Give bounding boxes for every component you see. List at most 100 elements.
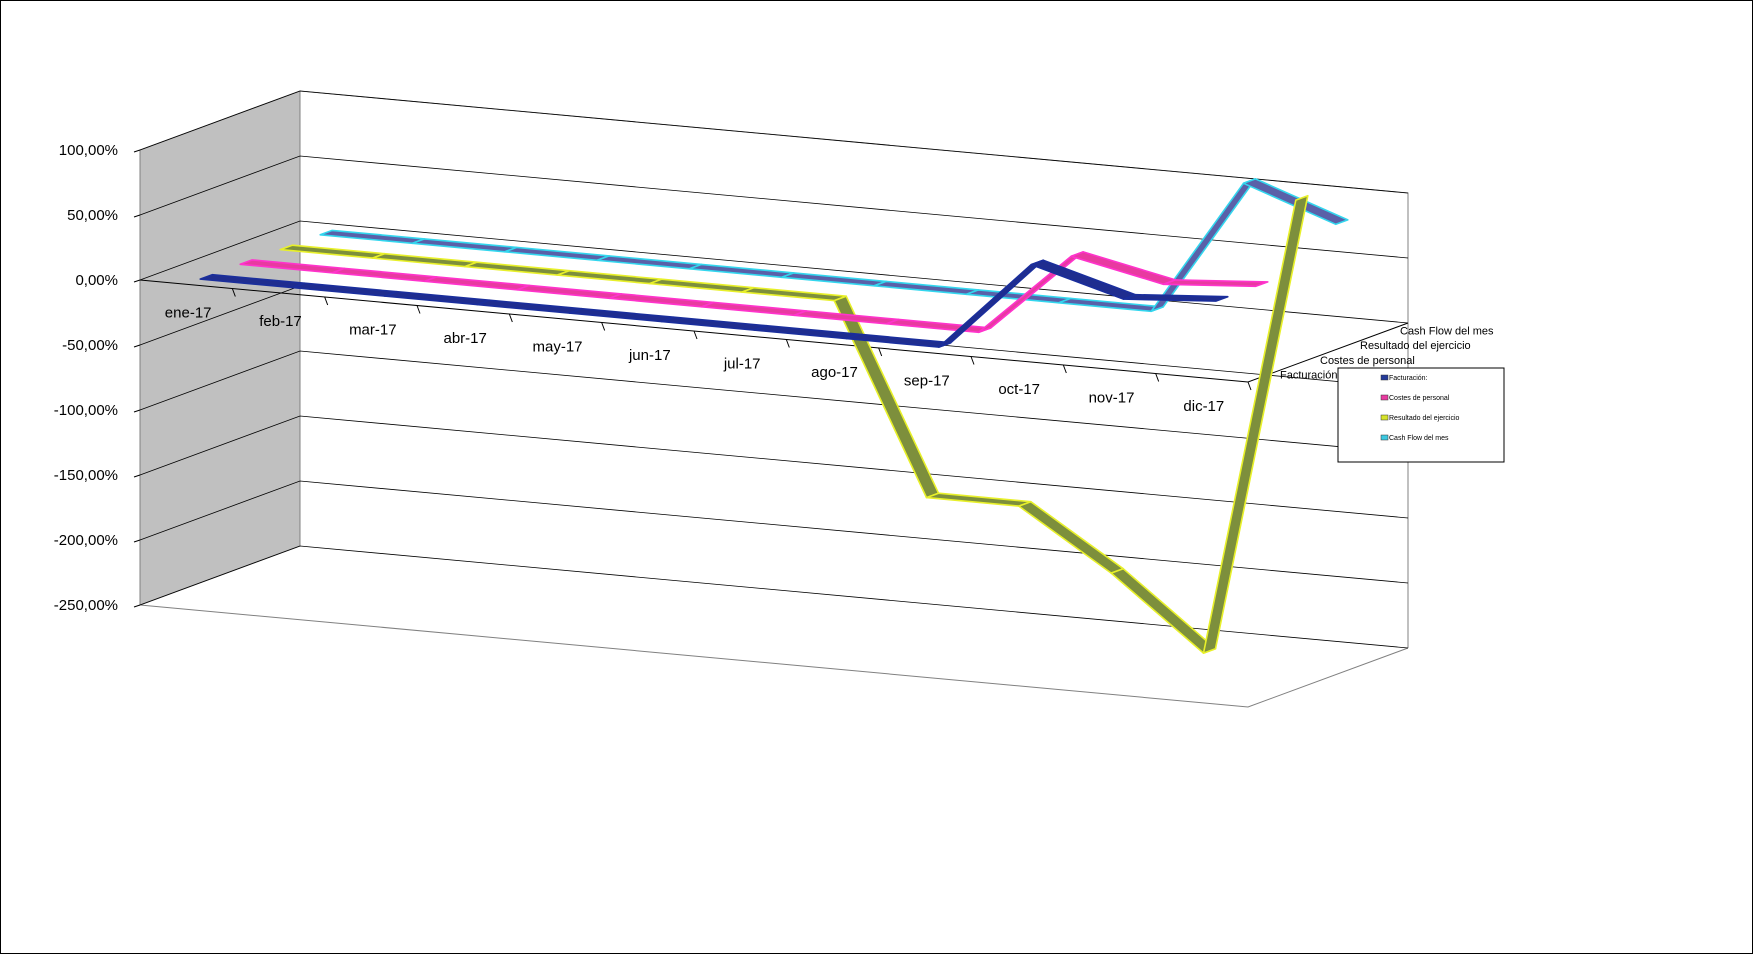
- depth-tick-label: Resultado del ejercicio: [1360, 340, 1471, 352]
- depth-tick-label: Facturación:: [1280, 370, 1341, 382]
- series-ribbon: [279, 194, 1309, 654]
- legend: Facturación: Costes de personal Resultado …: [1337, 367, 1505, 463]
- x-tick-label: ene-17: [165, 304, 212, 321]
- y-tick-label: -250,00%: [54, 597, 118, 614]
- x-tick-label: sep-17: [904, 372, 950, 389]
- ribbon-segment: [660, 316, 768, 331]
- ribbon-segment: [873, 280, 980, 296]
- y-tick-label: 50,00%: [67, 207, 118, 224]
- depth-tick-label: Costes de personal: [1320, 355, 1415, 367]
- legend-swatch: [1380, 414, 1389, 421]
- x-tick-mark: [231, 288, 236, 297]
- y-tick-label: -50,00%: [62, 337, 118, 354]
- x-tick-label: ago-17: [811, 364, 858, 381]
- x-tick-mark: [416, 305, 421, 314]
- legend-box: [1337, 367, 1505, 463]
- gridline: [139, 155, 1409, 259]
- y-tick-label: 100,00%: [59, 142, 118, 159]
- ribbon-segment: [740, 286, 848, 302]
- gridline: [139, 350, 1409, 454]
- legend-swatch: [1380, 394, 1389, 401]
- ribbon-segment: [648, 278, 755, 293]
- y-tick-label: -200,00%: [54, 532, 118, 549]
- x-tick-label: mar-17: [349, 321, 397, 338]
- legend-swatch: [1380, 374, 1389, 381]
- ribbon-segment: [463, 261, 571, 276]
- legend-label: Costes de personal: [1389, 395, 1450, 402]
- gridline: [139, 285, 1409, 389]
- ribbon-segment: [331, 267, 438, 283]
- ribbon-segment: [371, 252, 478, 268]
- depth-tick-label: Cash Flow del mes: [1400, 325, 1494, 337]
- y-tick-label: -100,00%: [54, 402, 118, 419]
- ribbon-segment: [753, 324, 860, 340]
- ribbon-segment: [411, 238, 518, 253]
- depth-axis-line: [1247, 322, 1409, 383]
- ribbon-segment: [596, 255, 703, 270]
- series-ribbon: [319, 178, 1349, 313]
- x-tick-mark: [785, 339, 790, 348]
- ribbon-segment: [516, 284, 623, 300]
- ribbon-segment: [383, 290, 491, 306]
- floor-edge: [139, 604, 1409, 708]
- x-tick-mark: [878, 347, 883, 357]
- ribbon-segment: [780, 272, 888, 287]
- x-tick-label: nov-17: [1089, 389, 1135, 406]
- y-tick-mark: [133, 539, 141, 543]
- ribbon-segment: [925, 492, 1032, 507]
- ribbon-segment: [556, 269, 663, 285]
- gridline: [139, 545, 1409, 649]
- ribbon-segment: [1162, 279, 1269, 288]
- legend-label: Facturación:: [1389, 375, 1428, 382]
- x-tick-mark: [324, 296, 329, 306]
- gridline: [139, 90, 1409, 194]
- ribbon-segment: [937, 259, 1044, 348]
- ribbon-segment: [1017, 500, 1124, 574]
- depth-axis: Facturación: Costes de personal Resultado …: [1247, 322, 1494, 383]
- ribbon-segment: [319, 229, 426, 245]
- y-tick-label: 0,00%: [75, 272, 118, 289]
- ribbon-segment: [476, 299, 583, 314]
- ribbon-segment: [568, 307, 675, 323]
- legend-label: Resultado del ejercicio: [1389, 415, 1460, 422]
- y-tick-mark: [133, 149, 141, 153]
- x-tick-label: jul-17: [723, 355, 761, 372]
- side-wall: [139, 90, 301, 606]
- x-tick-label: may-17: [532, 338, 582, 355]
- ribbon-segment: [1150, 178, 1257, 313]
- x-tick-mark: [1155, 373, 1160, 382]
- ribbon-segment: [688, 263, 795, 279]
- x-axis: ene-17 feb-17 mar-17 abr-17 may-17 jun-17 jul-…: [139, 279, 1252, 415]
- y-tick-mark: [133, 279, 141, 283]
- x-tick-mark: [1062, 364, 1067, 374]
- ribbon-segment: [700, 301, 808, 317]
- x-tick-mark: [601, 322, 606, 331]
- x-tick-label: feb-17: [259, 313, 302, 330]
- x-tick-mark: [970, 356, 975, 365]
- ribbon-segment: [1110, 567, 1217, 654]
- y-axis: 100,00% 50,00% 0,00% -50,00% -100,00% -150,00…: [54, 142, 141, 614]
- y-tick-mark: [133, 344, 141, 348]
- y-tick-mark: [133, 604, 141, 608]
- x-tick-label: abr-17: [443, 330, 486, 347]
- y-tick-label: -150,00%: [54, 467, 118, 484]
- series-ribbon: [199, 259, 1229, 348]
- x-tick-label: jun-17: [628, 347, 671, 364]
- y-tick-mark: [133, 409, 141, 413]
- gridline: [139, 415, 1409, 519]
- y-tick-mark: [133, 214, 141, 218]
- ribbon-segment: [608, 293, 715, 308]
- x-tick-mark: [693, 330, 698, 340]
- x-tick-label: dic-17: [1183, 398, 1224, 415]
- gridlines: [139, 90, 1409, 649]
- y-tick-mark: [133, 474, 141, 478]
- ribbon-segment: [1202, 194, 1309, 654]
- ribbon-segment: [291, 282, 398, 297]
- x-tick-mark: [1247, 381, 1252, 391]
- x-tick-mark: [508, 313, 513, 323]
- series-ribbons: [199, 178, 1349, 654]
- x-tick-label: oct-17: [998, 381, 1040, 398]
- legend-swatch: [1380, 434, 1389, 441]
- ribbon-segment: [1122, 293, 1229, 302]
